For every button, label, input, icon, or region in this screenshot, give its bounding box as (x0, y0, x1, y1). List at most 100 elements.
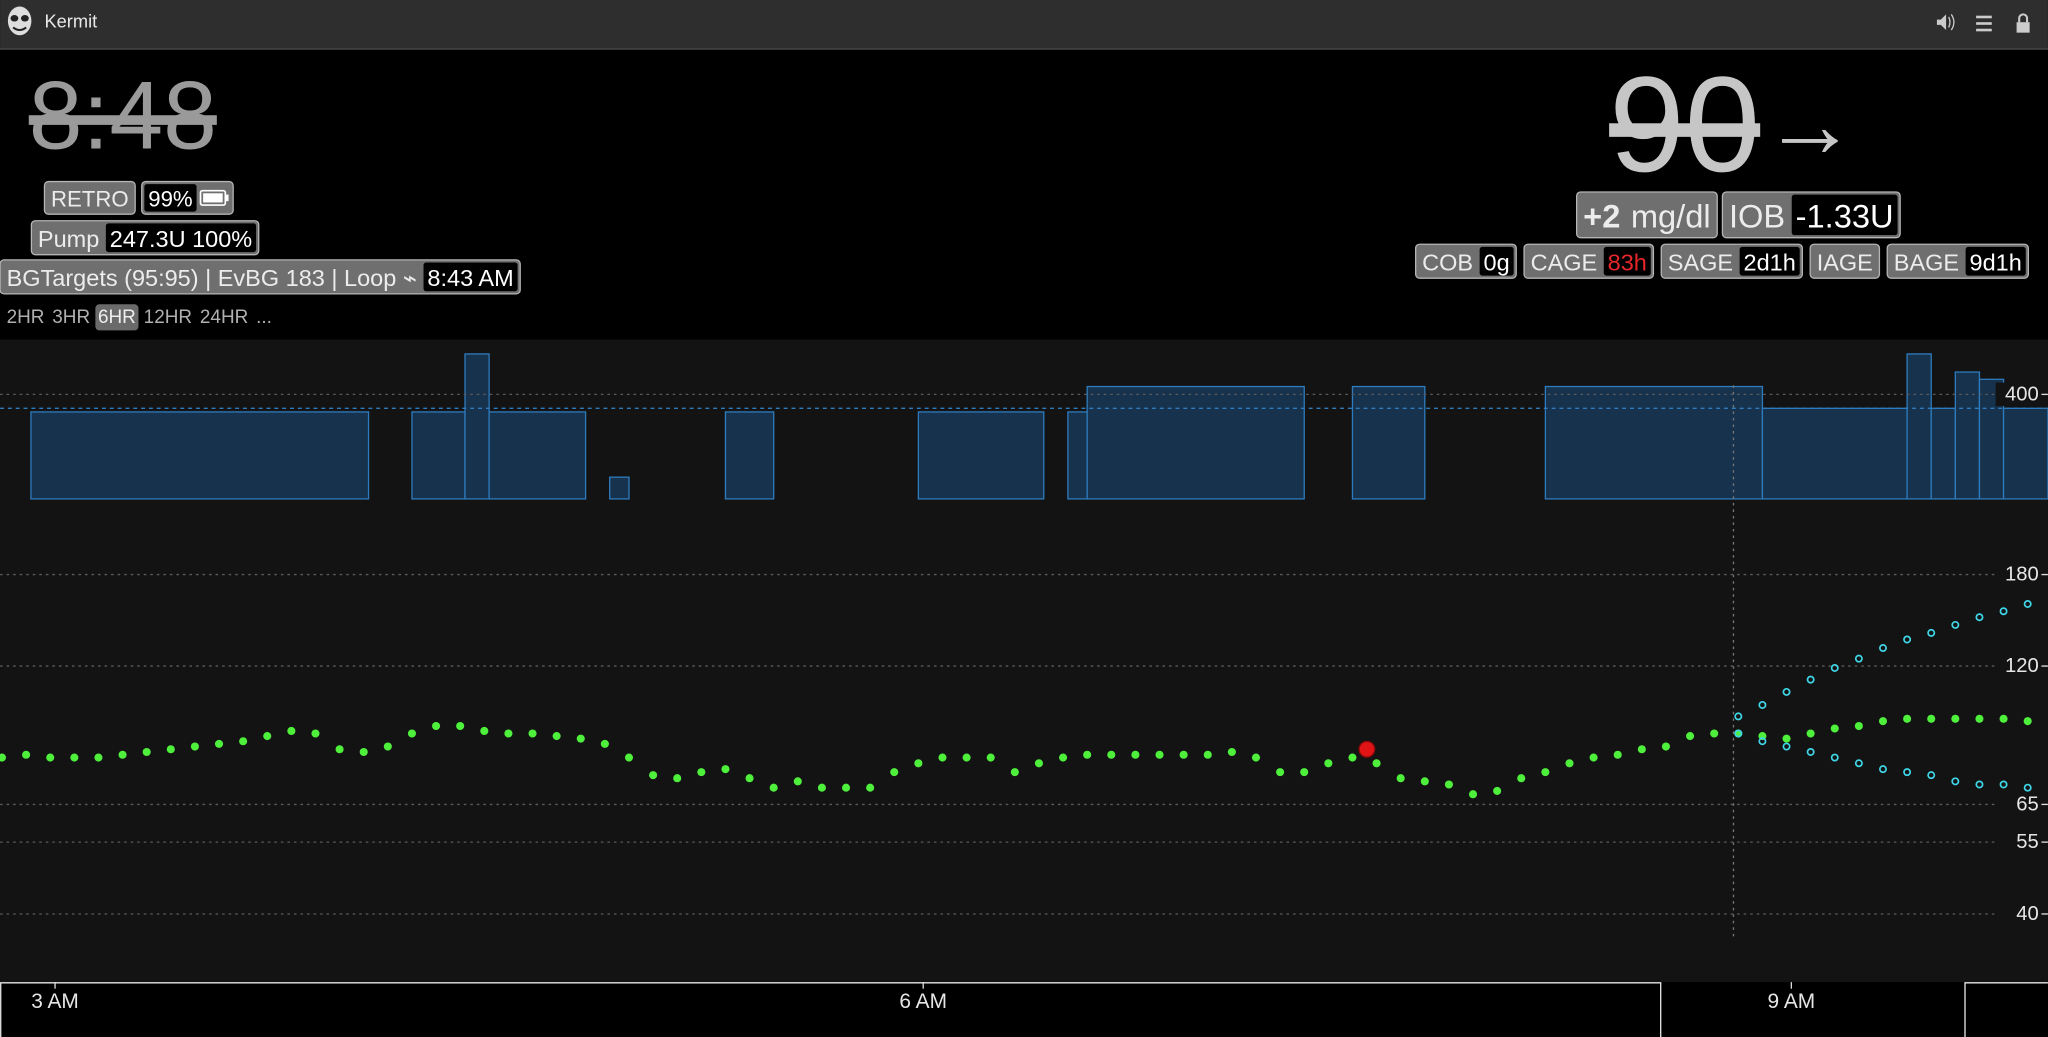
forecast-point (1854, 759, 1863, 768)
pill-label: SAGE (1668, 250, 1733, 276)
bg-point (166, 745, 175, 754)
forecast-point (1830, 753, 1839, 762)
y-tick-label-bg (1995, 830, 2041, 854)
title-bar (0, 0, 2048, 49)
bg-point (263, 732, 272, 741)
basal-segment (411, 411, 466, 500)
basal-segment (917, 411, 1045, 500)
menu-icon[interactable] (1976, 15, 1992, 32)
forecast-point (1806, 748, 1815, 756)
pill-value-box (105, 223, 257, 253)
bg-point (1686, 732, 1695, 741)
bg-point (1782, 734, 1791, 743)
bg-point (769, 783, 778, 792)
y-tick-label: 65 (2016, 793, 2039, 815)
bg-point (1541, 768, 1550, 777)
bg-point (190, 742, 199, 751)
bg-point (1034, 759, 1044, 768)
bg-point (1179, 750, 1188, 759)
forecast-point (1830, 663, 1839, 672)
bg-point (528, 729, 537, 738)
range-button[interactable]: 12HR (144, 307, 192, 328)
bg-point (1396, 774, 1405, 783)
bg-point (1324, 759, 1333, 768)
forecast-point (1999, 607, 2008, 616)
basal-segment (1930, 407, 1956, 500)
bg-point (1710, 729, 1719, 738)
bg-point (745, 774, 754, 783)
basal-segment (1761, 407, 1908, 500)
bg-point (1420, 777, 1429, 786)
pill-value-box (144, 184, 197, 212)
bg-point (1927, 714, 1936, 723)
forecast-point (1975, 780, 1984, 789)
care-pills: COB 0g CAGE 83h SAGE 2d1h IAGE BAGE 9d1h (1414, 243, 2030, 279)
forecast-point (1951, 620, 1960, 629)
speaker-icon[interactable] (1936, 14, 1955, 31)
lock-icon[interactable] (2016, 13, 2030, 33)
basal-segment (1906, 353, 1932, 500)
bg-point (70, 753, 79, 762)
bg-point (793, 777, 802, 786)
y-tick-label-bg (1995, 902, 2041, 926)
forecast-point (1734, 729, 1743, 738)
basal-segment (30, 411, 370, 500)
bg-point (383, 742, 392, 751)
pill (0, 259, 521, 295)
bg-point (1300, 768, 1309, 777)
bg-point (1468, 790, 1478, 799)
bg-point (914, 759, 923, 768)
forecast-point (1758, 700, 1767, 709)
bg-point (1493, 786, 1502, 795)
bg-point (94, 753, 103, 762)
bg-point (962, 753, 971, 762)
range-button[interactable]: 2HR (7, 307, 45, 328)
bg-point (1358, 740, 1376, 758)
bg-point (1951, 714, 1960, 723)
bg-point (1517, 774, 1526, 783)
pill-value: 83h (1608, 250, 1647, 276)
bg-point (118, 750, 127, 759)
bg-point (841, 783, 851, 792)
pill-label: IOB (1729, 198, 1785, 235)
delta-row: +2 mg/dl IOB -1.33U (1576, 191, 1901, 239)
bg-arrow: → (1763, 72, 1857, 177)
forecast-point (1903, 768, 1912, 777)
y-tick-label: 180 (2005, 564, 2039, 586)
x-tick-label: 6 AM (899, 990, 947, 1013)
bg-point (407, 729, 417, 738)
pill-value-box (1479, 246, 1514, 276)
bg-point (1878, 717, 1888, 726)
pill (1809, 243, 1881, 279)
pill-value: 0g (1484, 250, 1510, 276)
y-tick-label-bg (1995, 792, 2041, 817)
bg-point (1999, 714, 2008, 723)
bg-point (1637, 745, 1646, 754)
bg-point (0, 753, 7, 762)
range-button[interactable]: 24HR (200, 307, 248, 328)
pill-value: 9d1h (1970, 250, 2022, 276)
pill-label: +2 (1583, 198, 1620, 235)
bg-point (938, 753, 947, 762)
bg-point (432, 721, 441, 731)
forecast-point (1758, 737, 1767, 746)
bg-point (1276, 768, 1285, 777)
range-button[interactable]: 6HR (98, 307, 136, 328)
bg-point (1565, 759, 1574, 768)
bg-point (1854, 721, 1863, 731)
range-button[interactable]: ... (256, 307, 272, 328)
pill-value-box (1791, 194, 1898, 236)
forecast-point (1927, 771, 1936, 780)
bg-point (1444, 780, 1453, 789)
basal-segment (1067, 411, 1088, 500)
bg-point (986, 753, 995, 762)
pill-label: IAGE (1817, 250, 1873, 276)
battery-level (203, 193, 223, 203)
brush-frame (0, 982, 2048, 1037)
range-button[interactable]: 3HR (52, 307, 90, 328)
forecast-point (2023, 783, 2032, 792)
pill-label: BGTargets (95:95) | EvBG 183 | Loop ⌁ (7, 265, 417, 291)
bg-point (480, 726, 489, 736)
forecast-point (1975, 613, 1984, 622)
